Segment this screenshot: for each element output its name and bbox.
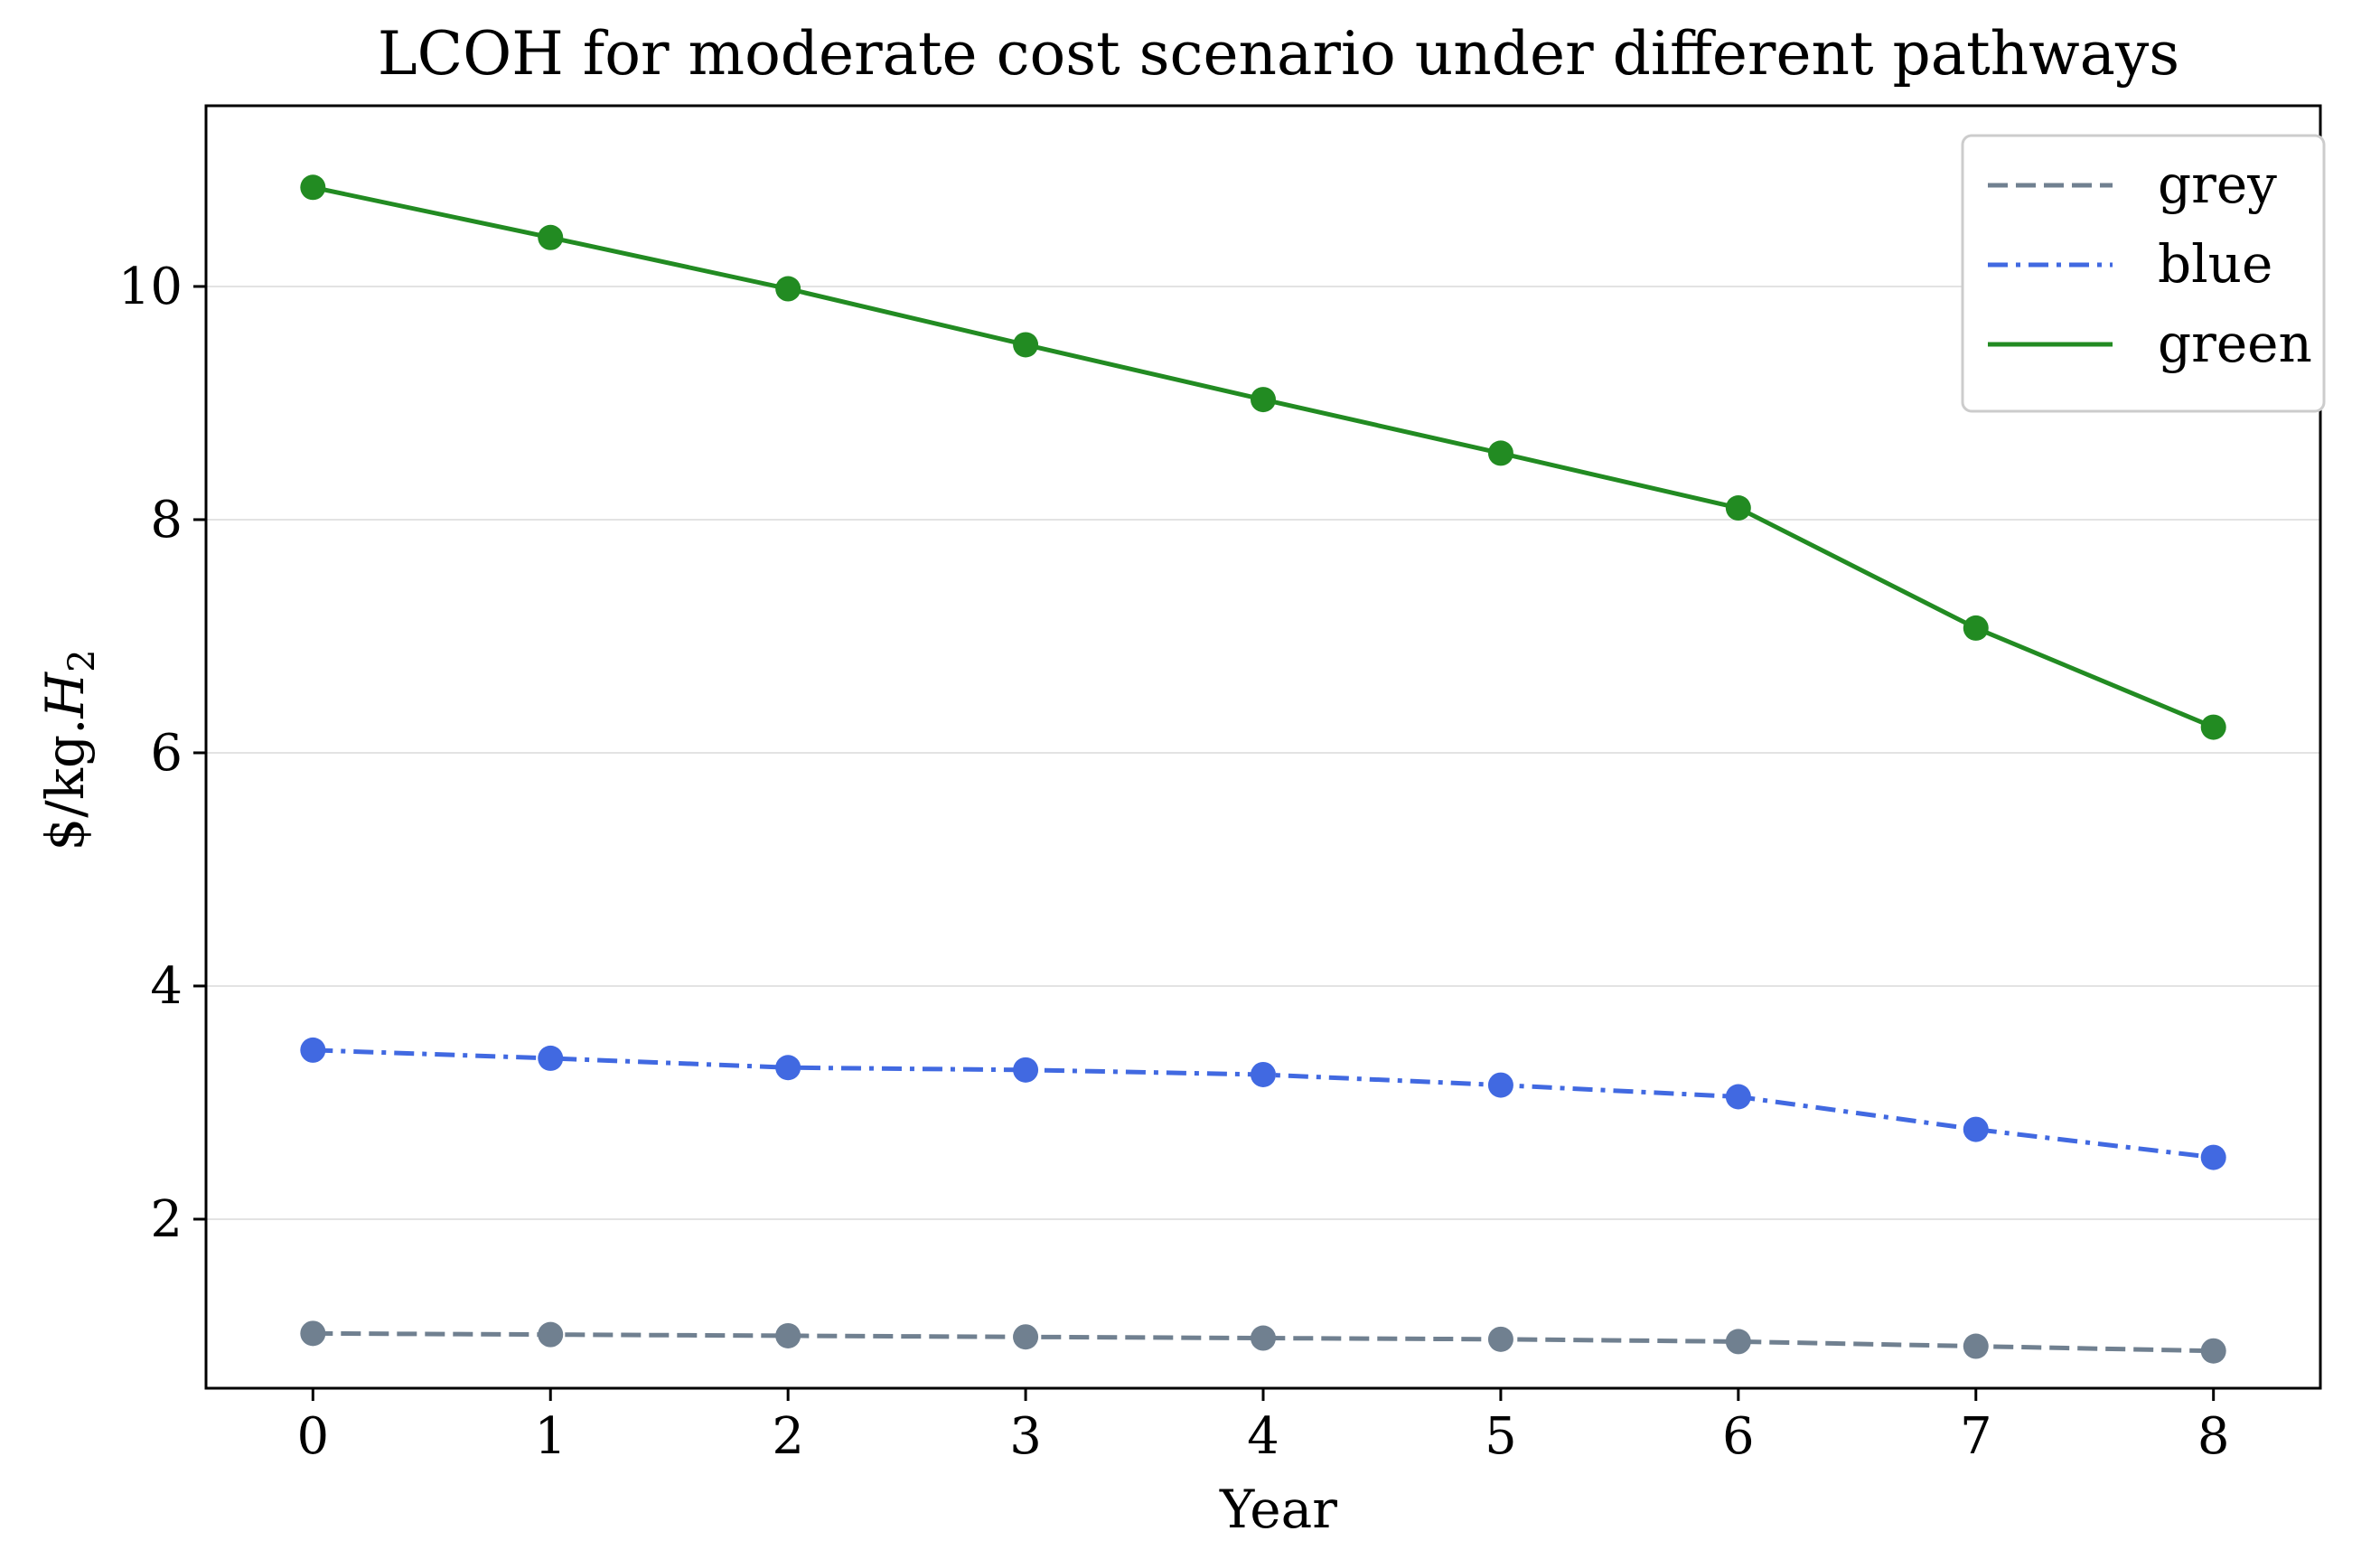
data-point-grey <box>775 1322 801 1348</box>
data-point-grey <box>1013 1324 1039 1350</box>
data-point-grey <box>1487 1326 1513 1352</box>
data-point-blue <box>300 1037 326 1063</box>
x-tick-label: 2 <box>772 1407 804 1466</box>
series-grey <box>300 1320 2226 1364</box>
data-point-blue <box>1725 1084 1751 1110</box>
y-axis-label-prefix: $/kg. <box>34 718 96 850</box>
legend: grey blue green <box>1961 134 2326 413</box>
data-point-green <box>300 174 326 201</box>
y-axis-label: $/kg.H2 <box>34 649 103 850</box>
y-axis-ticks: 2 4 6 8 10 <box>118 258 206 1249</box>
data-point-green <box>1251 387 1276 413</box>
data-point-grey <box>538 1321 564 1348</box>
x-tick-label: 8 <box>2197 1407 2230 1466</box>
data-point-green <box>775 276 801 302</box>
data-point-green <box>1487 440 1513 466</box>
data-point-blue <box>2200 1144 2226 1170</box>
legend-label-green: green <box>2158 313 2312 374</box>
x-tick-label: 7 <box>1960 1407 1992 1466</box>
y-tick-label: 8 <box>150 491 183 550</box>
data-point-green <box>1963 615 1989 641</box>
legend-label-blue: blue <box>2158 233 2272 295</box>
legend-label-grey: grey <box>2158 154 2277 215</box>
series-layer <box>300 174 2226 1364</box>
data-point-grey <box>300 1320 326 1347</box>
data-point-grey <box>2200 1338 2226 1364</box>
legend-item-blue: blue <box>1988 233 2272 295</box>
data-point-grey <box>1725 1329 1751 1355</box>
data-point-grey <box>1963 1333 1989 1359</box>
data-point-green <box>2200 714 2226 740</box>
y-tick-label: 2 <box>150 1190 183 1249</box>
y-tick-label: 6 <box>150 724 183 783</box>
series-green <box>300 174 2226 740</box>
data-point-blue <box>775 1055 801 1081</box>
x-tick-label: 5 <box>1485 1407 1517 1466</box>
legend-item-grey: grey <box>1988 154 2277 215</box>
y-tick-label: 4 <box>150 957 183 1016</box>
data-point-blue <box>1487 1072 1513 1098</box>
data-point-blue <box>1963 1116 1989 1142</box>
data-point-blue <box>1013 1057 1039 1083</box>
legend-item-green: green <box>1988 313 2312 374</box>
x-tick-label: 4 <box>1247 1407 1279 1466</box>
series-blue <box>300 1037 2226 1170</box>
data-point-green <box>538 224 564 250</box>
data-point-grey <box>1251 1325 1276 1351</box>
data-point-blue <box>1251 1061 1276 1087</box>
x-tick-label: 6 <box>1722 1407 1755 1466</box>
data-point-green <box>1013 332 1039 358</box>
series-line-grey <box>313 1330 2214 1354</box>
data-point-blue <box>538 1045 564 1071</box>
chart-title: LCOH for moderate cost scenario under di… <box>378 19 2179 89</box>
x-tick-label: 0 <box>296 1407 329 1466</box>
x-axis-ticks: 0 1 2 3 4 5 6 7 8 <box>296 1388 2230 1466</box>
grid-lines <box>206 285 2320 1220</box>
x-axis-label: Year <box>1219 1479 1337 1540</box>
data-point-green <box>1725 495 1751 521</box>
y-tick-label: 10 <box>118 258 183 316</box>
x-tick-label: 1 <box>534 1407 567 1466</box>
y-axis-label-sub: 2 <box>61 649 103 672</box>
y-axis-label-var: H <box>34 671 96 719</box>
x-tick-label: 3 <box>1009 1407 1042 1466</box>
